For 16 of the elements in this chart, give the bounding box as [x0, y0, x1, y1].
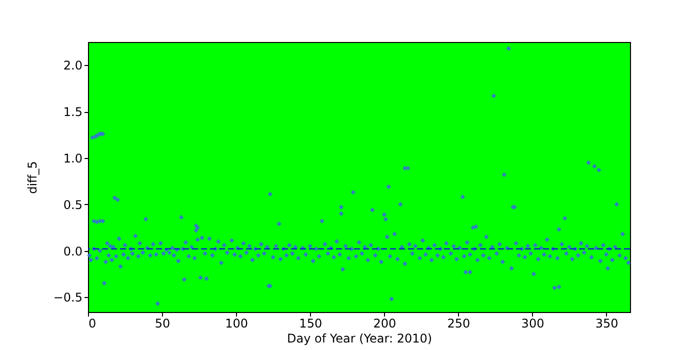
y-tick-label: 1.0 [63, 151, 82, 166]
y-tick-label: 1.5 [63, 105, 82, 120]
x-axis-title: Day of Year (Year: 2010) [286, 332, 432, 346]
y-tick-label: 0.0 [63, 244, 82, 258]
x-tick-label: 250 [447, 316, 470, 330]
x-tick-label: 50 [154, 316, 170, 330]
y-tick-label: 0.5 [63, 198, 82, 212]
x-tick-label: 200 [373, 316, 396, 330]
y-tick-label: 2.0 [63, 58, 82, 73]
x-tick-label: 0 [88, 316, 96, 330]
x-tick-label: 100 [225, 316, 248, 330]
x-tick-label: 150 [299, 316, 322, 330]
y-axis-title: diff_5 [25, 161, 40, 194]
y-tick-label: −0.5 [53, 290, 82, 305]
x-tick-label: 300 [521, 316, 544, 330]
x-tick-label: 350 [595, 316, 618, 330]
